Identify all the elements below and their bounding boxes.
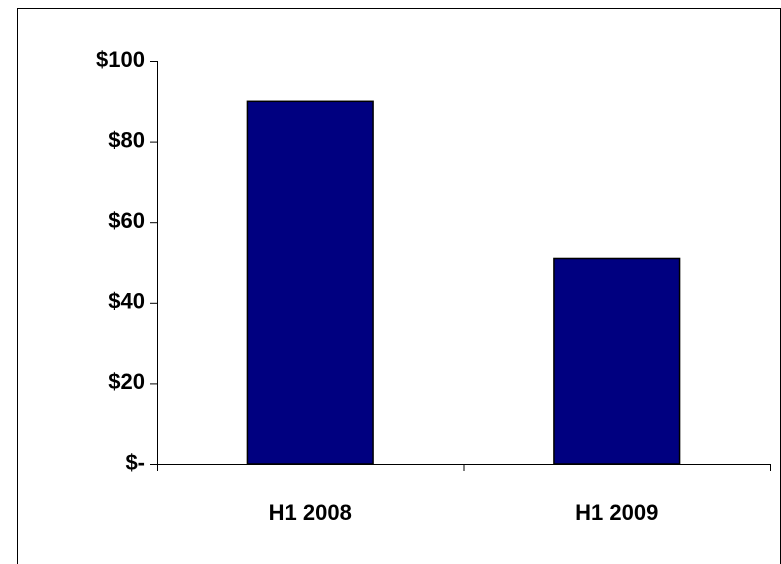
- y-tick-label: $-: [125, 450, 145, 475]
- bar: [246, 100, 374, 465]
- y-tick-label: $100: [96, 47, 145, 72]
- x-tick-label: H1 2009: [575, 500, 658, 525]
- y-tick-label: $60: [108, 208, 145, 233]
- x-tick-label: H1 2008: [269, 500, 352, 525]
- bar: [553, 257, 681, 465]
- y-tick-label: $80: [108, 127, 145, 152]
- y-tick-label: $20: [108, 369, 145, 394]
- y-tick-label: $40: [108, 289, 145, 314]
